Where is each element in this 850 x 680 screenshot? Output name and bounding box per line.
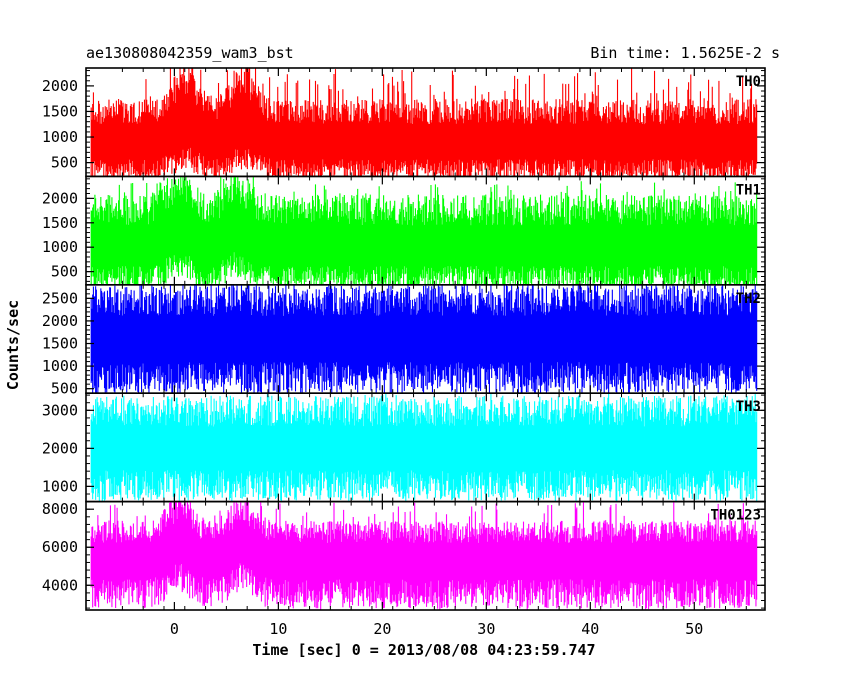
x-tick-label: 10 — [269, 620, 287, 638]
y-tick-label: 2000 — [42, 439, 78, 457]
bin-time-label: Bin time: 1.5625E-2 s — [590, 44, 780, 62]
y-tick-label: 500 — [51, 380, 78, 398]
y-tick-label: 1500 — [42, 102, 78, 120]
series-th2 — [90, 284, 758, 394]
y-tick-label: 500 — [51, 154, 78, 172]
panel-label: TH1 — [736, 182, 761, 198]
panel-label: TH0123 — [710, 508, 761, 524]
y-tick-label: 2000 — [42, 189, 78, 207]
x-tick-label: 50 — [685, 620, 703, 638]
y-tick-label: 1000 — [42, 128, 78, 146]
x-tick-label: 0 — [170, 620, 179, 638]
series-th0123 — [90, 501, 758, 610]
series-th0 — [90, 68, 758, 177]
panel-th3: 1000 2000 3000 TH3 — [42, 392, 766, 503]
panel-label: TH2 — [736, 291, 761, 307]
series-th1 — [90, 176, 758, 285]
y-tick-label: 500 — [51, 263, 78, 281]
y-axis-label: Counts/sec — [4, 300, 22, 390]
y-tick-label: 1000 — [42, 477, 78, 495]
x-axis-label: Time [sec] 0 = 2013/08/08 04:23:59.747 — [252, 641, 595, 659]
y-tick-label: 3000 — [42, 401, 78, 419]
y-tick-label: 2500 — [42, 289, 78, 307]
panel-th1: 500 1000 1500 2000 TH1 — [42, 175, 766, 286]
series-th3 — [90, 393, 758, 502]
y-tick-label: 6000 — [42, 538, 78, 556]
chart-title: ae130808042359_wam3_bst — [86, 44, 294, 62]
y-tick-label: 1500 — [42, 335, 78, 353]
y-tick-label: 1000 — [42, 357, 78, 375]
panel-label: TH3 — [736, 399, 761, 415]
x-tick-label: 20 — [373, 620, 391, 638]
y-tick-label: 8000 — [42, 500, 78, 518]
y-tick-label: 2000 — [42, 77, 78, 95]
y-tick-label: 2000 — [42, 312, 78, 330]
panel-frame — [85, 500, 766, 611]
panel-th0: 500 1000 1500 2000 TH0 — [42, 67, 766, 178]
panel-th0123: 4000 6000 8000 TH0123 — [42, 500, 766, 611]
panel-th2: 500 1000 1500 2000 2500 TH2 — [42, 283, 766, 398]
y-tick-label: 1000 — [42, 238, 78, 256]
panel-label: TH0 — [736, 74, 761, 90]
x-tick-label: 30 — [477, 620, 495, 638]
y-tick-label: 4000 — [42, 576, 78, 594]
y-tick-label: 1500 — [42, 214, 78, 232]
x-tick-label: 40 — [581, 620, 599, 638]
